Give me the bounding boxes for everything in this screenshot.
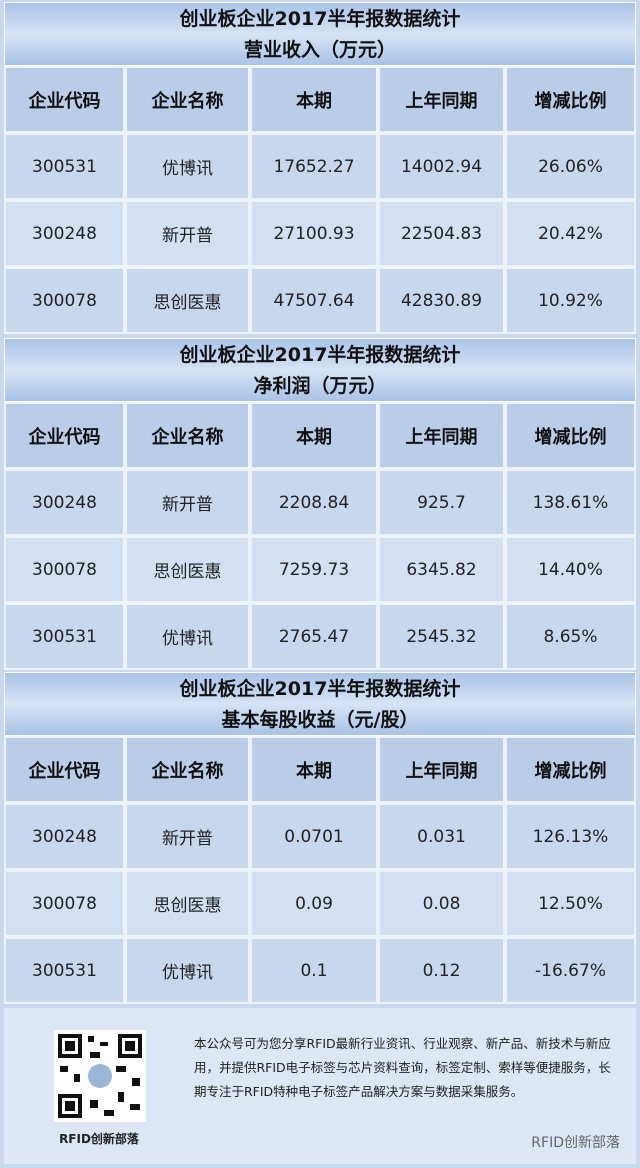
header-cell: 上年同期 xyxy=(378,66,505,133)
header-cell: 增减比例 xyxy=(505,66,636,133)
cell: 新开普 xyxy=(125,200,250,267)
cell: 14002.94 xyxy=(378,133,505,200)
footer-text: 本公众号可为您分享RFID最新行业资讯、行业观察、新产品、新技术与新应用，并提供… xyxy=(194,1036,611,1099)
cell: 7259.73 xyxy=(250,536,378,603)
cell: 0.08 xyxy=(378,870,505,937)
cell: 2545.32 xyxy=(378,603,505,670)
table: 创业板企业2017半年报数据统计 净利润（万元） 企业代码 企业名称 本期 上年同期 增减比… xyxy=(4,338,636,670)
watermark: RFID创新部落 xyxy=(531,1135,620,1151)
cell: 6345.82 xyxy=(378,536,505,603)
cell: 126.13% xyxy=(505,803,636,870)
cell: 2208.84 xyxy=(250,469,378,536)
table-title: 创业板企业2017半年报数据统计 基本每股收益（元/股） xyxy=(4,672,636,736)
cell: 925.7 xyxy=(378,469,505,536)
header-cell: 增减比例 xyxy=(505,736,636,803)
cell: 优博讯 xyxy=(125,937,250,1004)
cell: 300078 xyxy=(4,536,125,603)
cell: -16.67% xyxy=(505,937,636,1004)
table-title: 创业板企业2017半年报数据统计 净利润（万元） xyxy=(4,338,636,402)
header-cell: 本期 xyxy=(250,736,378,803)
cell: 27100.93 xyxy=(250,200,378,267)
title-line: 营业收入（万元） xyxy=(243,39,396,61)
cell: 思创医惠 xyxy=(125,870,250,937)
cell: 新开普 xyxy=(125,469,250,536)
cell: 138.61% xyxy=(505,469,636,536)
cell: 优博讯 xyxy=(125,603,250,670)
cell: 17652.27 xyxy=(250,133,378,200)
title-line: 基本每股收益（元/股） xyxy=(221,709,419,731)
header-cell: 上年同期 xyxy=(378,402,505,469)
table-title: 创业板企业2017半年报数据统计 营业收入（万元） xyxy=(4,2,636,66)
cell: 0.1 xyxy=(250,937,378,1004)
title-line: 创业板企业2017半年报数据统计 xyxy=(179,678,461,700)
header-cell: 企业名称 xyxy=(125,66,250,133)
cell: 300248 xyxy=(4,469,125,536)
table: 创业板企业2017半年报数据统计 基本每股收益（元/股） 企业代码 企业名称 本期 上年同… xyxy=(4,672,636,1004)
cell: 0.0701 xyxy=(250,803,378,870)
header-cell: 企业代码 xyxy=(4,736,125,803)
cell: 22504.83 xyxy=(378,200,505,267)
cell: 优博讯 xyxy=(125,133,250,200)
cell: 42830.89 xyxy=(378,267,505,334)
cell: 新开普 xyxy=(125,803,250,870)
title-line: 创业板企业2017半年报数据统计 xyxy=(179,344,461,366)
header-cell: 企业代码 xyxy=(4,66,125,133)
cell: 思创医惠 xyxy=(125,536,250,603)
cell: 300531 xyxy=(4,603,125,670)
table: 创业板企业2017半年报数据统计 营业收入（万元） 企业代码 企业名称 本期 上年同期 增减… xyxy=(4,2,636,334)
cell: 300078 xyxy=(4,870,125,937)
cell: 300248 xyxy=(4,200,125,267)
cell: 0.031 xyxy=(378,803,505,870)
header-cell: 本期 xyxy=(250,66,378,133)
cell: 20.42% xyxy=(505,200,636,267)
header-cell: 企业代码 xyxy=(4,402,125,469)
cell: 14.40% xyxy=(505,536,636,603)
cell: 思创医惠 xyxy=(125,267,250,334)
header-cell: 企业名称 xyxy=(125,736,250,803)
cell: 26.06% xyxy=(505,133,636,200)
title-line: 创业板企业2017半年报数据统计 xyxy=(179,8,461,30)
cell: 300078 xyxy=(4,267,125,334)
header-cell: 上年同期 xyxy=(378,736,505,803)
header-cell: 本期 xyxy=(250,402,378,469)
cell: 10.92% xyxy=(505,267,636,334)
cell: 0.12 xyxy=(378,937,505,1004)
header-cell: 企业名称 xyxy=(125,402,250,469)
cell: 300248 xyxy=(4,803,125,870)
footer: 本公众号可为您分享RFID最新行业资讯、行业观察、新产品、新技术与新应用，并提供… xyxy=(4,1008,636,1164)
cell: 47507.64 xyxy=(250,267,378,334)
header-cell: 增减比例 xyxy=(505,402,636,469)
title-line: 净利润（万元） xyxy=(253,375,387,397)
qr-label: RFID创新部落 xyxy=(59,1132,139,1146)
cell: 0.09 xyxy=(250,870,378,937)
qr-code xyxy=(54,1030,146,1122)
cell: 12.50% xyxy=(505,870,636,937)
cell: 2765.47 xyxy=(250,603,378,670)
cell: 300531 xyxy=(4,937,125,1004)
cell: 300531 xyxy=(4,133,125,200)
cell: 8.65% xyxy=(505,603,636,670)
